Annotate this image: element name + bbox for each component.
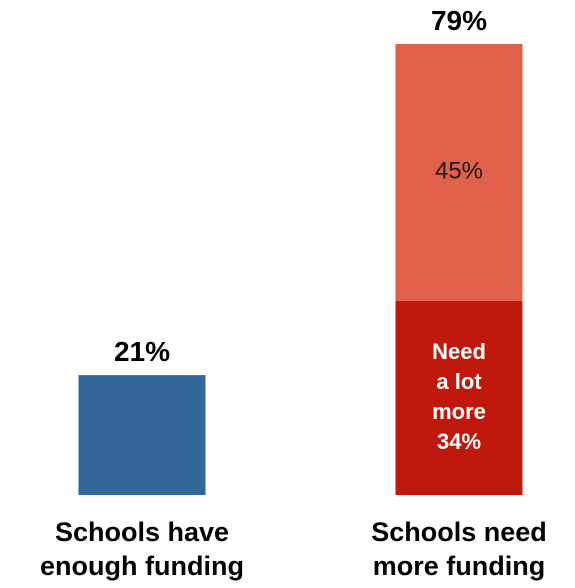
segment-label-line: 34% — [437, 429, 481, 454]
bar-segment-more-1 — [395, 300, 523, 495]
segment-label-more-2: 45% — [435, 158, 483, 185]
bar-segment-enough-0 — [78, 375, 206, 495]
category-label-line: more funding — [373, 551, 545, 581]
segment-label-line: Need — [432, 339, 486, 364]
segment-label-line: more — [432, 399, 486, 424]
bars-group — [78, 44, 523, 495]
labels-group: Need a lot more 34% 45% 21% 79% Schools have eno… — [40, 5, 547, 581]
category-label-line: Schools have — [55, 517, 229, 547]
segment-label-line: a lot — [436, 369, 482, 394]
total-label-more: 79% — [431, 5, 487, 36]
category-label-enough: Schools have enough funding — [40, 517, 244, 581]
segment-label-more-1: Need a lot more 34% — [432, 339, 486, 454]
bar-segment-more-2 — [395, 44, 523, 301]
category-label-line: Schools need — [371, 517, 547, 547]
category-label-more: Schools need more funding — [371, 517, 547, 581]
total-label-enough: 21% — [114, 336, 170, 367]
category-label-line: enough funding — [40, 551, 244, 581]
segment-label-line: 45% — [435, 158, 483, 185]
